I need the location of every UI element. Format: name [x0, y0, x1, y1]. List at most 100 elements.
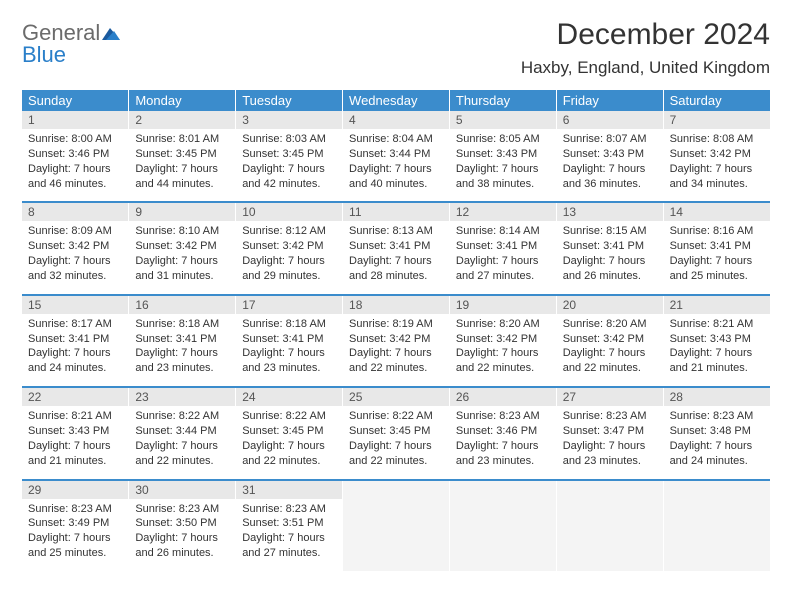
day-body: Sunrise: 8:17 AMSunset: 3:41 PMDaylight:… [22, 314, 128, 386]
day-body: Sunrise: 8:23 AMSunset: 3:47 PMDaylight:… [557, 406, 663, 478]
sunrise-text: Sunrise: 8:22 AM [135, 409, 229, 424]
sunset-text: Sunset: 3:41 PM [456, 239, 550, 254]
sunrise-text: Sunrise: 8:13 AM [349, 224, 443, 239]
daylight-text: Daylight: 7 hours and 25 minutes. [670, 254, 764, 284]
daylight-text: Daylight: 7 hours and 22 minutes. [456, 346, 550, 376]
daylight-text: Daylight: 7 hours and 21 minutes. [28, 439, 122, 469]
day-body: Sunrise: 8:23 AMSunset: 3:46 PMDaylight:… [450, 406, 556, 478]
daylight-text: Daylight: 7 hours and 38 minutes. [456, 162, 550, 192]
header: General Blue December 2024 Haxby, Englan… [22, 18, 770, 86]
day-number: 24 [236, 388, 342, 406]
sunrise-text: Sunrise: 8:10 AM [135, 224, 229, 239]
sunrise-text: Sunrise: 8:04 AM [349, 132, 443, 147]
sunrise-text: Sunrise: 8:16 AM [670, 224, 764, 239]
day-body: Sunrise: 8:22 AMSunset: 3:45 PMDaylight:… [343, 406, 449, 478]
day-number: 13 [557, 203, 663, 221]
day-number: 23 [129, 388, 235, 406]
sunrise-text: Sunrise: 8:23 AM [242, 502, 336, 517]
sunset-text: Sunset: 3:41 PM [135, 332, 229, 347]
day-body: Sunrise: 8:19 AMSunset: 3:42 PMDaylight:… [343, 314, 449, 386]
sunrise-text: Sunrise: 8:23 AM [563, 409, 657, 424]
day-number: 22 [22, 388, 128, 406]
daylight-text: Daylight: 7 hours and 27 minutes. [242, 531, 336, 561]
sunset-text: Sunset: 3:42 PM [670, 147, 764, 162]
sunset-text: Sunset: 3:43 PM [28, 424, 122, 439]
sunrise-text: Sunrise: 8:20 AM [563, 317, 657, 332]
sunset-text: Sunset: 3:42 PM [135, 239, 229, 254]
calendar-cell: 14Sunrise: 8:16 AMSunset: 3:41 PMDayligh… [663, 202, 770, 294]
sunrise-text: Sunrise: 8:21 AM [670, 317, 764, 332]
day-number: 17 [236, 296, 342, 314]
sunrise-text: Sunrise: 8:14 AM [456, 224, 550, 239]
day-body: Sunrise: 8:01 AMSunset: 3:45 PMDaylight:… [129, 129, 235, 201]
sunset-text: Sunset: 3:45 PM [349, 424, 443, 439]
day-body: Sunrise: 8:22 AMSunset: 3:45 PMDaylight:… [236, 406, 342, 478]
calendar-cell: 27Sunrise: 8:23 AMSunset: 3:47 PMDayligh… [556, 387, 663, 479]
daylight-text: Daylight: 7 hours and 24 minutes. [28, 346, 122, 376]
sunset-text: Sunset: 3:43 PM [563, 147, 657, 162]
day-body: Sunrise: 8:15 AMSunset: 3:41 PMDaylight:… [557, 221, 663, 293]
day-body: Sunrise: 8:21 AMSunset: 3:43 PMDaylight:… [22, 406, 128, 478]
day-body: Sunrise: 8:00 AMSunset: 3:46 PMDaylight:… [22, 129, 128, 201]
day-body: Sunrise: 8:08 AMSunset: 3:42 PMDaylight:… [664, 129, 770, 201]
calendar-cell: 10Sunrise: 8:12 AMSunset: 3:42 PMDayligh… [236, 202, 343, 294]
day-body: Sunrise: 8:20 AMSunset: 3:42 PMDaylight:… [557, 314, 663, 386]
day-body: Sunrise: 8:03 AMSunset: 3:45 PMDaylight:… [236, 129, 342, 201]
day-number: 30 [129, 481, 235, 499]
day-body: Sunrise: 8:04 AMSunset: 3:44 PMDaylight:… [343, 129, 449, 201]
weekday-header: Monday [129, 90, 236, 111]
daylight-text: Daylight: 7 hours and 46 minutes. [28, 162, 122, 192]
day-number: 18 [343, 296, 449, 314]
day-body: Sunrise: 8:09 AMSunset: 3:42 PMDaylight:… [22, 221, 128, 293]
sunrise-text: Sunrise: 8:18 AM [135, 317, 229, 332]
day-number: 10 [236, 203, 342, 221]
weekday-header-row: Sunday Monday Tuesday Wednesday Thursday… [22, 90, 770, 111]
sunrise-text: Sunrise: 8:09 AM [28, 224, 122, 239]
daylight-text: Daylight: 7 hours and 27 minutes. [456, 254, 550, 284]
sunset-text: Sunset: 3:43 PM [456, 147, 550, 162]
day-body: Sunrise: 8:23 AMSunset: 3:48 PMDaylight:… [664, 406, 770, 478]
calendar-cell: 2Sunrise: 8:01 AMSunset: 3:45 PMDaylight… [129, 111, 236, 202]
day-number: 11 [343, 203, 449, 221]
sunrise-text: Sunrise: 8:22 AM [242, 409, 336, 424]
weekday-header: Sunday [22, 90, 129, 111]
calendar-cell: 3Sunrise: 8:03 AMSunset: 3:45 PMDaylight… [236, 111, 343, 202]
calendar-body: 1Sunrise: 8:00 AMSunset: 3:46 PMDaylight… [22, 111, 770, 571]
calendar-cell: 19Sunrise: 8:20 AMSunset: 3:42 PMDayligh… [449, 295, 556, 387]
day-body: Sunrise: 8:18 AMSunset: 3:41 PMDaylight:… [129, 314, 235, 386]
sunset-text: Sunset: 3:45 PM [242, 147, 336, 162]
sunset-text: Sunset: 3:47 PM [563, 424, 657, 439]
location: Haxby, England, United Kingdom [521, 58, 770, 78]
sunset-text: Sunset: 3:48 PM [670, 424, 764, 439]
sunset-text: Sunset: 3:41 PM [563, 239, 657, 254]
calendar-cell [556, 480, 663, 571]
calendar-cell: 15Sunrise: 8:17 AMSunset: 3:41 PMDayligh… [22, 295, 129, 387]
daylight-text: Daylight: 7 hours and 23 minutes. [242, 346, 336, 376]
day-number: 14 [664, 203, 770, 221]
daylight-text: Daylight: 7 hours and 26 minutes. [135, 531, 229, 561]
sunset-text: Sunset: 3:46 PM [456, 424, 550, 439]
day-body: Sunrise: 8:14 AMSunset: 3:41 PMDaylight:… [450, 221, 556, 293]
calendar-cell: 5Sunrise: 8:05 AMSunset: 3:43 PMDaylight… [449, 111, 556, 202]
day-body: Sunrise: 8:12 AMSunset: 3:42 PMDaylight:… [236, 221, 342, 293]
day-body: Sunrise: 8:05 AMSunset: 3:43 PMDaylight:… [450, 129, 556, 201]
sunset-text: Sunset: 3:44 PM [135, 424, 229, 439]
day-number: 25 [343, 388, 449, 406]
sunset-text: Sunset: 3:41 PM [349, 239, 443, 254]
daylight-text: Daylight: 7 hours and 29 minutes. [242, 254, 336, 284]
day-body: Sunrise: 8:20 AMSunset: 3:42 PMDaylight:… [450, 314, 556, 386]
day-number: 26 [450, 388, 556, 406]
sunrise-text: Sunrise: 8:05 AM [456, 132, 550, 147]
calendar-cell: 12Sunrise: 8:14 AMSunset: 3:41 PMDayligh… [449, 202, 556, 294]
day-number: 29 [22, 481, 128, 499]
daylight-text: Daylight: 7 hours and 24 minutes. [670, 439, 764, 469]
daylight-text: Daylight: 7 hours and 32 minutes. [28, 254, 122, 284]
daylight-text: Daylight: 7 hours and 22 minutes. [135, 439, 229, 469]
calendar-cell: 31Sunrise: 8:23 AMSunset: 3:51 PMDayligh… [236, 480, 343, 571]
calendar-cell: 18Sunrise: 8:19 AMSunset: 3:42 PMDayligh… [343, 295, 450, 387]
sunset-text: Sunset: 3:51 PM [242, 516, 336, 531]
calendar-row: 29Sunrise: 8:23 AMSunset: 3:49 PMDayligh… [22, 480, 770, 571]
calendar-cell: 22Sunrise: 8:21 AMSunset: 3:43 PMDayligh… [22, 387, 129, 479]
day-body: Sunrise: 8:22 AMSunset: 3:44 PMDaylight:… [129, 406, 235, 478]
weekday-header: Thursday [449, 90, 556, 111]
